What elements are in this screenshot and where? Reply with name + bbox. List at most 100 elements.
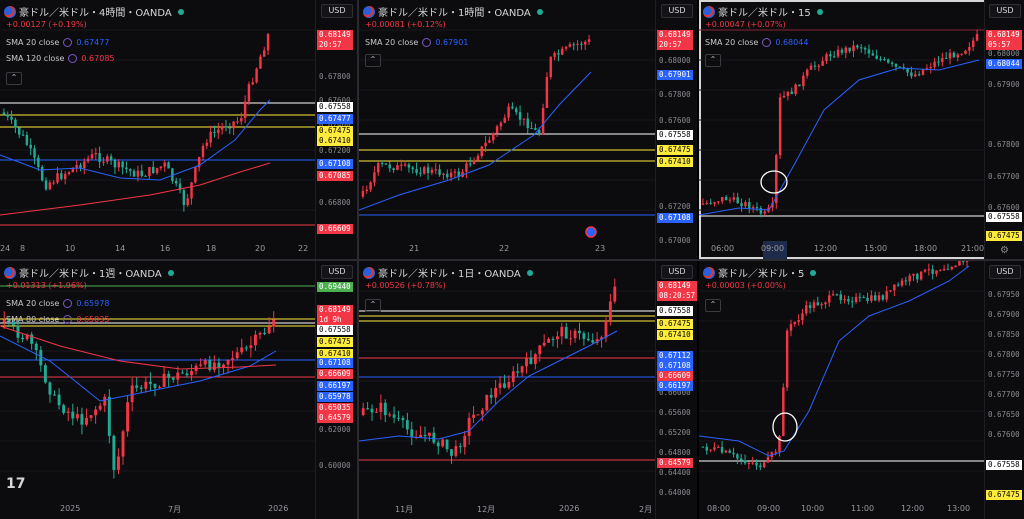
price-level-tag: 0.67108 [317,159,353,169]
indicator-settings-icon[interactable] [63,299,73,308]
symbol-title[interactable]: 豪ドル／米ドル・1週・OANDA [19,269,162,280]
aud-usd-flag-icon [4,5,16,18]
symbol-title[interactable]: 豪ドル／米ドル・4時間・OANDA [19,8,172,19]
chart-header[interactable]: 豪ドル／米ドル・1日・OANDA [363,265,533,280]
chart-panel-4[interactable]: 豪ドル／米ドル・1週・OANDA +0.01313 (+1.96%) SMA 20 … [0,261,357,519]
candle [109,156,113,161]
candle [48,382,52,395]
indicator-settings-icon[interactable] [63,315,73,324]
price-chart[interactable] [0,0,315,259]
candle [887,59,890,63]
aud-usd-flag-icon [703,5,715,18]
price-chart[interactable] [0,261,315,519]
currency-selector[interactable]: USD [321,4,353,18]
candle [832,56,836,58]
price-level-value: 0.68149 [659,30,691,39]
panel-divider-horizontal[interactable] [0,259,1024,261]
time-tick-label: 13:00 [947,504,971,513]
candle [263,332,267,334]
time-tick-label: 12月 [477,505,496,514]
price-chart[interactable] [359,261,655,519]
candle [890,62,894,64]
collapse-legend-button[interactable]: ⌃ [365,54,381,67]
price-chart[interactable] [359,0,655,259]
candle [434,169,437,171]
indicator-legend[interactable]: SMA 20 close 0.67901 [365,38,468,47]
candle [713,202,716,204]
price-chart[interactable] [699,0,984,259]
chart-header[interactable]: 豪ドル／米ドル・4時間・OANDA [4,4,184,19]
price-axis[interactable]: USD 0.67950 0.67900 0.67850 0.67800 0.67750 0.… [984,261,1024,519]
candle [228,127,232,129]
candle [786,91,790,96]
price-level-value: 0.67108 [319,159,351,168]
candle [203,360,207,365]
settings-gear-icon[interactable]: ⚙ [1000,245,1009,256]
symbol-title[interactable]: 豪ドル／米ドル・5 [718,269,805,280]
price-level-tag: 0.67475 [986,231,1022,241]
currency-selector[interactable]: USD [661,265,693,279]
candle [67,172,71,174]
candle [212,362,216,370]
candle [10,116,13,120]
indicator-legend[interactable]: SMA 20 close 0.67477 [6,38,109,47]
candle [732,197,736,200]
candle [968,47,971,51]
candle [167,373,171,378]
candle [178,183,182,191]
symbol-title[interactable]: 豪ドル／米ドル・1時間・OANDA [378,8,531,19]
chart-header[interactable]: 豪ドル／米ドル・1週・OANDA [4,265,174,280]
tradingview-logo-icon[interactable]: 17 [6,476,26,492]
currency-selector[interactable]: USD [989,4,1021,18]
indicator-legend[interactable]: SMA 20 close 0.65978 [6,299,109,308]
price-change: +0.00003 (+0.00%) [705,281,786,290]
candle [56,173,59,183]
time-tick-label: 15:00 [864,244,888,253]
indicator-legend[interactable]: SMA 120 close 0.67085 [6,54,115,63]
collapse-legend-button[interactable]: ⌃ [365,299,381,312]
indicator-legend[interactable]: SMA 20 close 0.68044 [705,38,808,47]
candle [463,435,467,448]
currency-selector[interactable]: USD [321,265,353,279]
chart-header[interactable]: 豪ドル／米ドル・15 [703,4,823,19]
price-axis[interactable]: USD 0.67800 0.67600 0.67400 0.67200 0.66800 0.… [315,0,357,259]
indicator-settings-icon[interactable] [63,38,73,47]
symbol-title[interactable]: 豪ドル／米ドル・15 [718,8,811,19]
candle [180,372,184,374]
price-axis[interactable]: USD 0.68000 0.67900 0.67800 0.67700 0.67600 0.… [984,0,1024,259]
chart-panel-3[interactable]: 豪ドル／米ドル・15 +0.00047 (+0.07%) SMA 20 close 0… [699,0,1024,259]
currency-selector[interactable]: USD [989,265,1021,279]
price-level-value: 0.67112 [659,351,691,360]
candle [808,305,812,309]
symbol-title[interactable]: 豪ドル／米ドル・1日・OANDA [378,269,521,280]
currency-selector[interactable]: USD [661,4,693,18]
price-chart[interactable] [699,261,984,519]
time-highlight [763,241,787,259]
collapse-legend-button[interactable]: ⌃ [6,72,22,85]
indicator-settings-icon[interactable] [762,38,772,47]
time-tick-label: 12:00 [814,244,838,253]
indicator-settings-icon[interactable] [422,38,432,47]
chart-panel-5[interactable]: 豪ドル／米ドル・1日・OANDA +0.00526 (+0.78%) ⌃ USD 0.6… [359,261,697,519]
price-axis[interactable]: USD 0.66000 0.65600 0.65200 0.64800 0.64400 0.… [655,261,697,519]
price-axis[interactable]: USD 0.68000 0.67800 0.67600 0.67200 0.67000 0.… [655,0,697,259]
indicator-legend[interactable]: SMA 80 close 0.65035 [6,315,109,324]
chart-panel-1[interactable]: 豪ドル／米ドル・4時間・OANDA +0.00127 (+0.19%) SMA 20… [0,0,357,259]
price-axis[interactable]: USD 0.62000 0.60000 0.69440 0.68149 1d 9h 0.67… [315,261,357,519]
chart-panel-6[interactable]: 豪ドル／米ドル・5 +0.00003 (+0.00%) ⌃ USD 0.67950 0.6… [699,261,1024,519]
collapse-legend-button[interactable]: ⌃ [705,299,721,312]
candle [442,173,445,175]
candle [259,56,262,69]
chart-header[interactable]: 豪ドル／米ドル・1時間・OANDA [363,4,543,19]
candle [102,161,105,163]
collapse-legend-button[interactable]: ⌃ [705,54,721,67]
candle [190,371,193,376]
candle [613,286,617,302]
candle [900,280,904,286]
price-tick-label: 0.64800 [659,448,691,457]
chart-header[interactable]: 豪ドル／米ドル・5 [703,265,817,280]
chart-panel-2[interactable]: 豪ドル／米ドル・1時間・OANDA +0.00081 (+0.12%) SMA 20… [359,0,697,259]
candle [893,284,896,291]
indicator-settings-icon[interactable] [68,54,78,63]
price-level-tag: 0.67475 [986,490,1022,500]
